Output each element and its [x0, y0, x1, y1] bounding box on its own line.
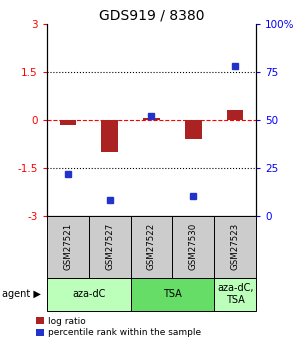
Text: GSM27521: GSM27521: [63, 223, 72, 270]
Text: GSM27523: GSM27523: [231, 223, 240, 270]
Bar: [172, 216, 214, 278]
Text: GSM27522: GSM27522: [147, 223, 156, 270]
Bar: [47, 216, 89, 278]
Bar: [59, 120, 76, 125]
Text: aza-dC,
TSA: aza-dC, TSA: [217, 283, 253, 305]
Bar: [214, 216, 256, 278]
Text: agent ▶: agent ▶: [2, 289, 40, 299]
Bar: [131, 278, 214, 310]
Title: GDS919 / 8380: GDS919 / 8380: [99, 9, 204, 23]
Legend: log ratio, percentile rank within the sample: log ratio, percentile rank within the sa…: [36, 317, 201, 337]
Bar: [101, 120, 118, 152]
Bar: [227, 110, 244, 120]
Bar: [143, 118, 160, 120]
Bar: [214, 278, 256, 310]
Text: GSM27527: GSM27527: [105, 223, 114, 270]
Text: GSM27530: GSM27530: [189, 223, 198, 270]
Bar: [131, 216, 172, 278]
Text: TSA: TSA: [163, 289, 182, 299]
Bar: [89, 216, 131, 278]
Bar: [185, 120, 202, 139]
Text: aza-dC: aza-dC: [72, 289, 105, 299]
Bar: [47, 278, 131, 310]
